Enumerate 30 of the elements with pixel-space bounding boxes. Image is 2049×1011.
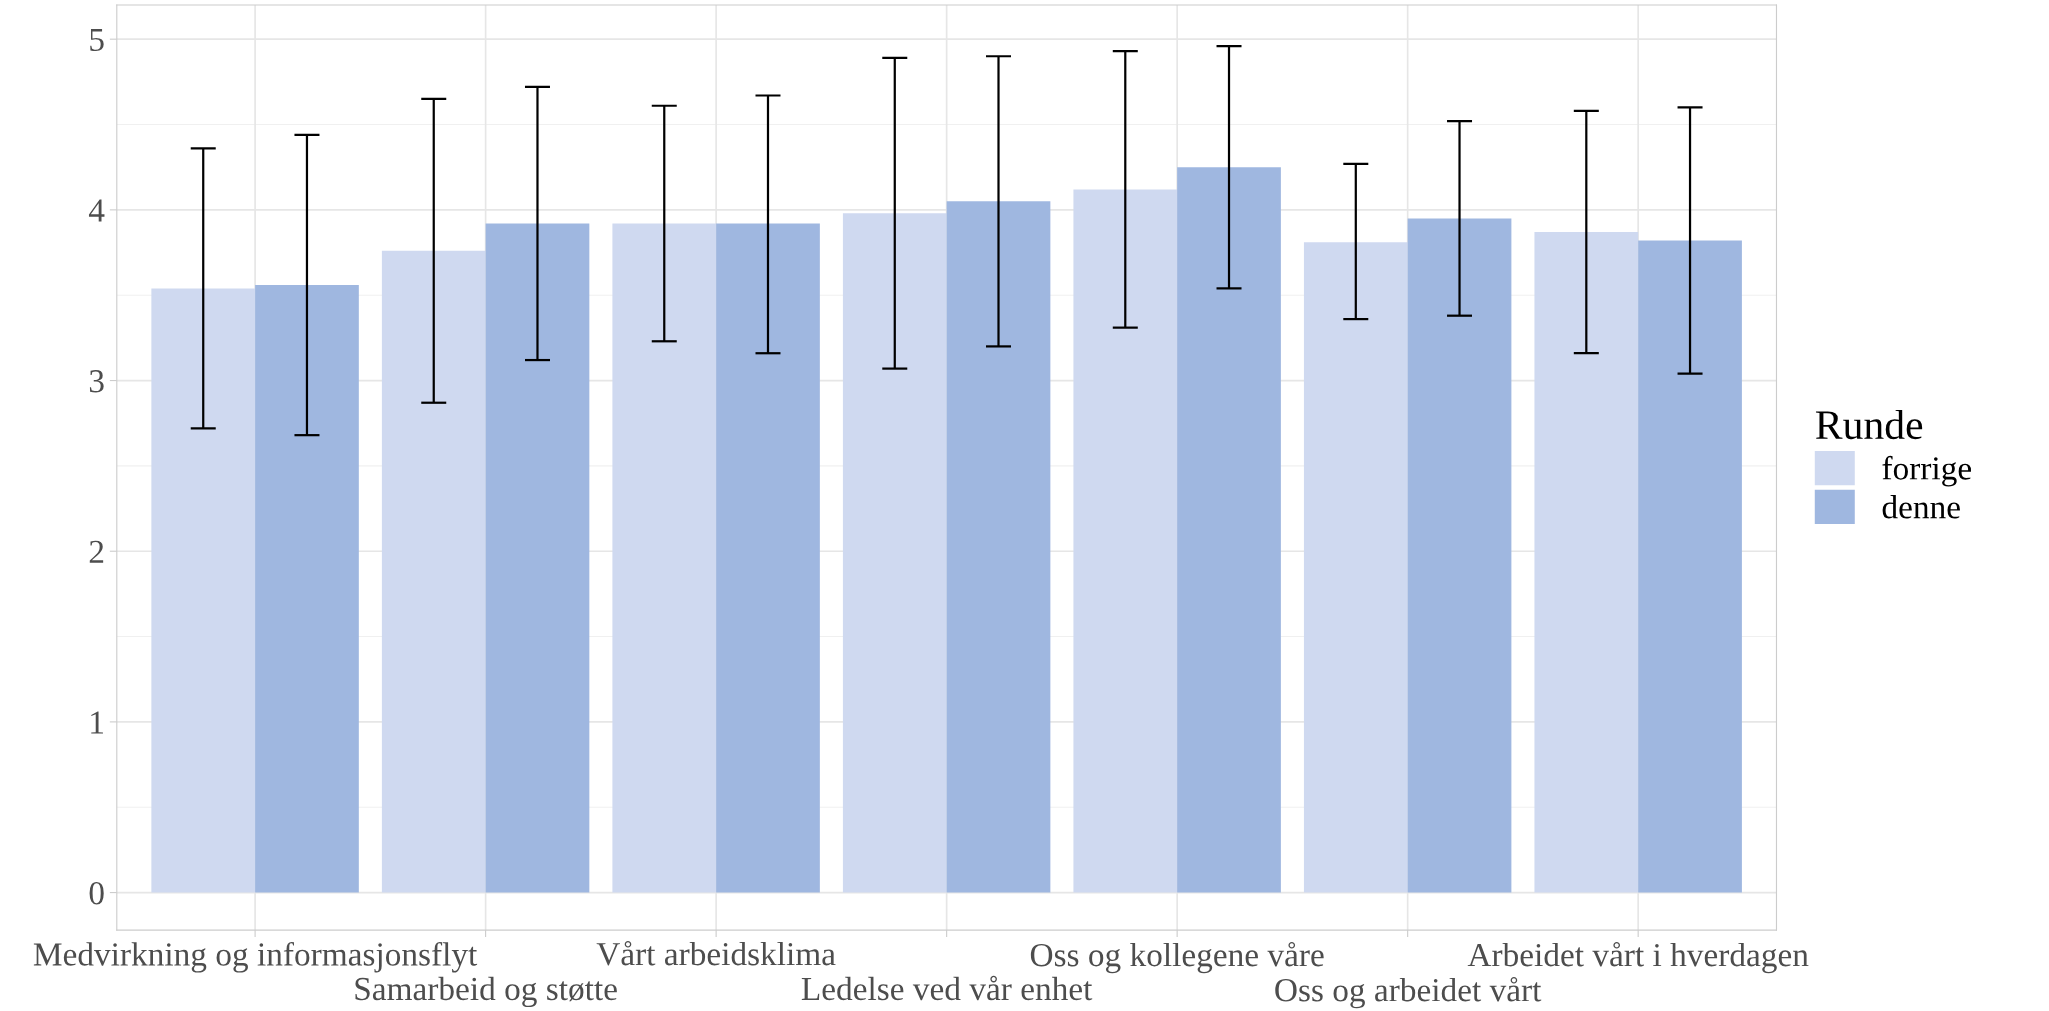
- legend-label: forrige: [1882, 455, 1971, 487]
- x-tick-label: Ledelse ved vår enhet: [801, 975, 1093, 1001]
- legend-label: denne: [1882, 495, 1960, 519]
- bar: [1073, 189, 1178, 893]
- legend-title: Runde: [1815, 409, 1923, 440]
- bar: [842, 213, 947, 893]
- bar: [485, 223, 590, 893]
- x-tick-label: Oss og arbeidet vårt: [1275, 976, 1542, 1009]
- bar: [381, 250, 486, 893]
- y-tick-label: 0: [89, 881, 104, 905]
- y-tick-label: 3: [89, 370, 104, 393]
- bar: [255, 284, 359, 893]
- x-tick-label: Samarbeid og støtte: [355, 976, 617, 1008]
- bar: [1407, 218, 1512, 893]
- bar: [612, 223, 717, 893]
- bar: [1638, 240, 1742, 893]
- y-tick-label: 4: [88, 199, 105, 222]
- bar: [946, 201, 1051, 893]
- y-tick-label: 5: [90, 28, 104, 52]
- bar: [1303, 242, 1408, 893]
- bar: [716, 223, 820, 893]
- y-tick-label: 2: [89, 540, 104, 563]
- x-tick-label: Arbeidet vårt i hverdagen: [1467, 941, 1809, 974]
- x-tick-label: Vårt arbeidsklima: [596, 940, 836, 966]
- bar: [1534, 232, 1639, 893]
- bar: [1177, 167, 1281, 893]
- bar: [151, 288, 256, 893]
- y-tick-label: 1: [91, 711, 103, 734]
- x-tick-label: Oss og kollegene våre: [1030, 941, 1324, 974]
- x-tick-label: Medvirkning og informasjonsflyt: [33, 941, 478, 973]
